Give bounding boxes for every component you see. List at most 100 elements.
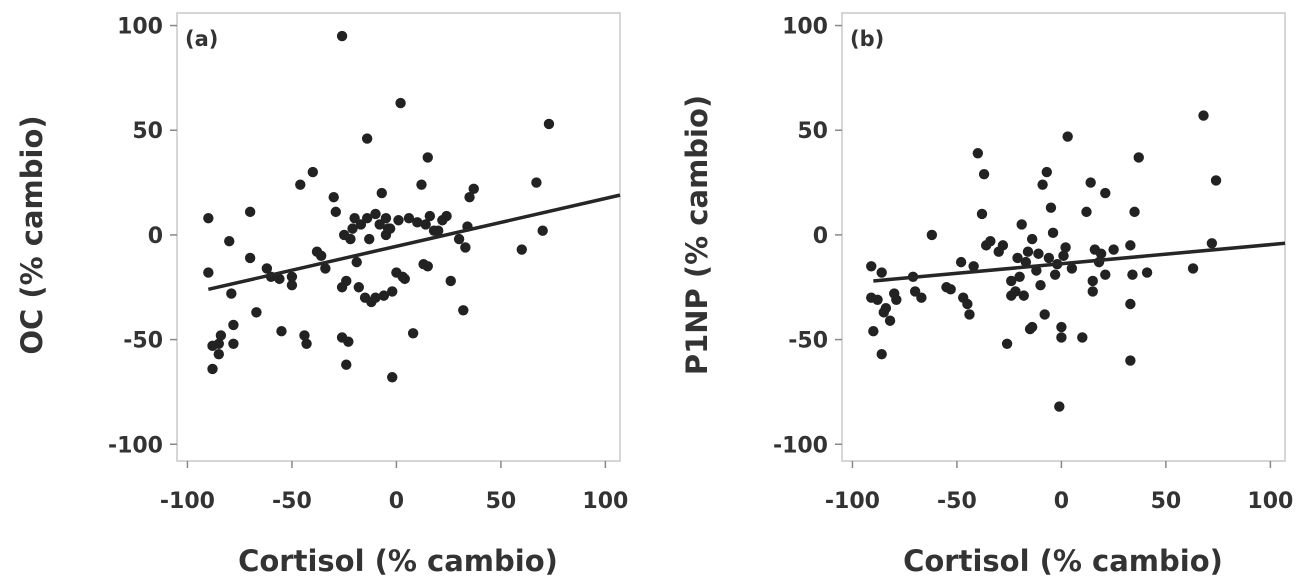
data-point (341, 359, 352, 370)
data-point (228, 319, 239, 331)
data-point (468, 183, 479, 195)
y-tick-label: -50 (788, 329, 828, 354)
data-point (274, 273, 285, 285)
data-point (1047, 227, 1059, 239)
data-point (537, 225, 548, 236)
x-tick-label: -50 (937, 489, 977, 514)
data-point (213, 338, 224, 349)
chart-a: 100 50 0 -50 -100 -100 -50 0 50 100 (a) Cortisol… (15, 12, 628, 578)
data-point (341, 275, 352, 287)
data-point (955, 256, 967, 268)
data-point (1056, 321, 1067, 333)
data-point (1006, 275, 1017, 287)
y-tick-label: 100 (782, 15, 828, 40)
data-point (336, 30, 348, 42)
data-point (424, 210, 436, 222)
data-point (213, 349, 224, 360)
data-point (1045, 202, 1057, 213)
data-point (399, 273, 410, 285)
data-point (978, 168, 990, 180)
data-point (422, 152, 433, 163)
chart-b: 100 50 0 -50 -100 -100 -50 0 50 100 (b) Cortisol… (680, 12, 1293, 578)
x-axis-title: Cortisol (% cambio) (903, 544, 1223, 578)
data-point (460, 242, 471, 253)
data-point (1039, 309, 1050, 320)
data-point (407, 328, 419, 339)
data-point (295, 179, 306, 190)
data-point (1043, 252, 1055, 264)
data-point (1125, 240, 1136, 251)
data-point (353, 282, 364, 293)
data-point (364, 233, 375, 245)
y-tick-label: 100 (117, 15, 163, 40)
data-point (1095, 248, 1107, 259)
data-points (203, 30, 555, 383)
y-tick-label: -100 (773, 433, 828, 458)
data-point (1100, 269, 1111, 280)
data-point (464, 192, 475, 203)
data-point (215, 330, 227, 341)
data-point (1012, 252, 1023, 264)
data-point (1035, 279, 1046, 291)
data-point (261, 263, 273, 274)
trend-line (207, 193, 621, 292)
y-tick-label: 0 (148, 224, 163, 249)
x-tick-label: 100 (582, 489, 628, 514)
data-point (286, 271, 298, 282)
data-point (926, 229, 938, 241)
x-tick-label: 0 (389, 489, 404, 514)
data-point (315, 250, 327, 262)
data-point (307, 166, 319, 178)
x-tick-label: -100 (160, 489, 215, 514)
x-tick-label: 50 (1151, 489, 1182, 514)
data-point (387, 372, 398, 383)
data-point (1018, 290, 1029, 301)
data-point (1108, 244, 1119, 255)
data-point (330, 206, 342, 218)
data-point (1129, 206, 1140, 218)
data-point (1001, 338, 1013, 349)
data-point (1016, 219, 1027, 230)
y-axis-title: P1NP (% cambio) (680, 95, 714, 375)
data-point (1127, 269, 1138, 280)
data-point (1026, 233, 1038, 245)
panel-label: (b) (850, 27, 884, 51)
y-tick-label: -100 (108, 433, 163, 458)
data-point (224, 235, 235, 247)
data-point (968, 261, 979, 272)
plot-frame (176, 12, 621, 462)
data-point (945, 284, 956, 295)
panel-label: (a) (185, 27, 218, 51)
data-point (1087, 275, 1098, 287)
data-point (1141, 267, 1153, 278)
y-tick-label: 50 (132, 119, 163, 144)
data-point (387, 286, 398, 297)
data-point (422, 261, 433, 272)
x-ticks: -100 -50 0 50 100 (825, 461, 1293, 514)
data-points (866, 110, 1222, 412)
data-point (1125, 355, 1136, 366)
data-point (370, 208, 381, 220)
x-tick-label: -100 (825, 489, 880, 514)
data-point (1010, 286, 1021, 297)
x-tick-label: -50 (272, 489, 312, 514)
data-point (1014, 271, 1025, 282)
data-point (1210, 175, 1222, 186)
data-point (301, 338, 312, 349)
data-point (976, 208, 988, 220)
x-axis-title: Cortisol (% cambio) (238, 544, 558, 578)
data-point (891, 294, 902, 306)
data-point (1133, 152, 1144, 163)
y-tick-label: -50 (123, 329, 163, 354)
data-point (203, 267, 214, 278)
data-point (276, 326, 287, 337)
data-point (361, 212, 373, 224)
data-point (395, 97, 406, 109)
data-point (1206, 238, 1218, 249)
data-point (203, 212, 214, 224)
data-point (228, 338, 239, 349)
data-point (1066, 263, 1078, 274)
data-point (1062, 131, 1073, 142)
data-point (868, 326, 879, 337)
data-point (361, 133, 373, 144)
